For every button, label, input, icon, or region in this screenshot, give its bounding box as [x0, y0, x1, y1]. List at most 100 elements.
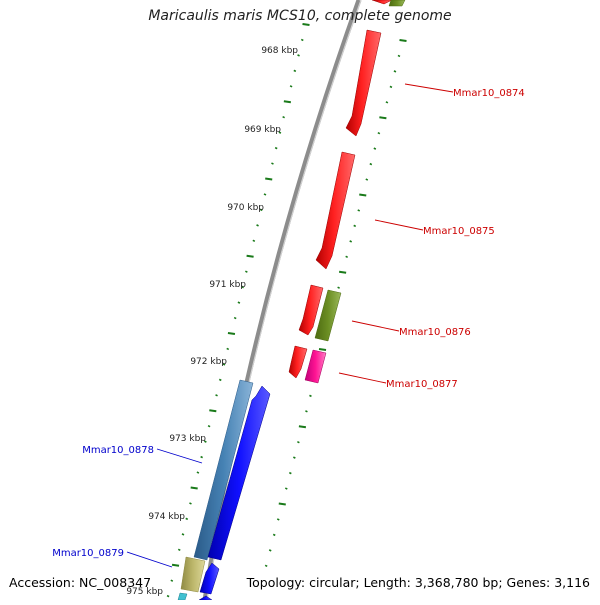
minor-tick: [166, 594, 170, 598]
olive-feature-top-partial[interactable]: [388, 0, 406, 7]
gene-label-mmar10-0876[interactable]: Mmar10_0876: [399, 327, 471, 338]
gene-feature-mmar10-0874[interactable]: [345, 29, 382, 137]
reverse-strand-features: [177, 379, 271, 601]
minor-tick: [271, 162, 274, 165]
ruler-tick-label: 973 kbp: [169, 434, 206, 444]
gene-leader-lines: [126, 83, 454, 568]
minor-tick: [215, 394, 218, 397]
minor-tick: [196, 471, 200, 474]
gene-feature-mmar10-0879[interactable]: [199, 562, 220, 595]
gene-label-mmar10-0879[interactable]: Mmar10_0879: [52, 548, 124, 559]
minor-tick: [389, 85, 393, 89]
minor-tick: [189, 502, 192, 505]
gene-feature-bottom-partial[interactable]: [198, 595, 213, 601]
minor-tick: [397, 54, 401, 58]
major-tick: [359, 193, 367, 197]
minor-tick: [252, 239, 256, 243]
minor-tick: [309, 394, 312, 398]
minor-tick: [365, 178, 369, 181]
minor-tick: [200, 455, 203, 459]
major-tick: [318, 348, 327, 351]
ruler-tick-label: 972 kbp: [190, 357, 227, 367]
minor-tick: [177, 548, 181, 552]
minor-tick: [345, 255, 349, 259]
ruler-tick-label: 971 kbp: [209, 280, 246, 290]
major-tick: [209, 409, 217, 413]
minor-tick: [185, 517, 189, 521]
track-minor-ticks: [264, 39, 407, 568]
minor-tick: [349, 240, 353, 243]
minor-tick: [305, 410, 308, 413]
minor-tick: [289, 85, 293, 88]
minor-tick: [369, 162, 373, 166]
minor-tick: [274, 146, 278, 150]
minor-tick: [284, 487, 288, 490]
gene-feature-top-partial[interactable]: [371, 0, 393, 5]
gene-feature-mmar10-0877[interactable]: [288, 345, 308, 379]
minor-tick: [222, 363, 226, 366]
forward-strand-features: [288, 0, 406, 384]
major-tick: [278, 502, 286, 506]
steel-feature[interactable]: [193, 379, 254, 561]
gene-feature-mmar10-0878[interactable]: [207, 385, 271, 561]
minor-tick: [292, 456, 296, 459]
major-tick: [283, 100, 292, 104]
cyan-feature-bottom-partial[interactable]: [177, 592, 188, 601]
minor-tick: [256, 224, 259, 227]
major-tick: [171, 563, 180, 567]
major-tick: [399, 39, 407, 42]
magenta-feature[interactable]: [304, 349, 327, 384]
map-title: Maricaulis maris MCS10, complete genome: [148, 8, 452, 24]
minor-tick: [297, 54, 300, 57]
ruler-tick-label: 975 kbp: [126, 587, 163, 597]
leader-line-mmar10-0876: [351, 320, 400, 332]
minor-tick: [297, 440, 300, 444]
ruler-tick-label: 974 kbp: [148, 512, 185, 522]
leader-line-mmar10-0879: [126, 551, 173, 568]
ruler-tick-label: 970 kbp: [227, 203, 264, 213]
minor-tick: [181, 533, 185, 536]
leader-line-mmar10-0878: [156, 448, 203, 464]
minor-tick: [237, 301, 241, 304]
major-tick: [190, 486, 198, 490]
ruler-minor-ticks: [166, 23, 310, 598]
major-tick: [246, 254, 254, 258]
minor-tick: [357, 209, 361, 212]
leader-line-mmar10-0875: [374, 219, 424, 231]
major-tick: [338, 270, 347, 274]
minor-tick: [233, 316, 237, 320]
minor-tick: [272, 533, 276, 537]
minor-tick: [264, 564, 268, 568]
minor-tick: [300, 38, 304, 42]
minor-tick: [241, 285, 244, 289]
minor-tick: [207, 424, 211, 428]
leader-line-mmar10-0874: [404, 83, 454, 93]
gene-labels: Mmar10_0874 Mmar10_0875 Mmar10_0876 Mmar…: [52, 88, 525, 559]
minor-tick: [293, 69, 297, 73]
minor-tick: [268, 549, 272, 552]
gene-feature-mmar10-0876[interactable]: [298, 284, 324, 336]
major-tick: [379, 116, 387, 120]
minor-tick: [263, 193, 267, 196]
gene-label-mmar10-0878[interactable]: Mmar10_0878: [82, 445, 154, 456]
minor-tick: [393, 70, 397, 73]
gene-feature-mmar10-0875[interactable]: [315, 151, 356, 270]
gene-label-mmar10-0877[interactable]: Mmar10_0877: [386, 379, 458, 390]
major-tick: [298, 425, 307, 429]
minor-tick: [385, 101, 389, 104]
ruler-labels: 968 kbp 969 kbp 970 kbp 971 kbp 972 kbp …: [126, 46, 298, 597]
ruler-tick-label: 969 kbp: [244, 125, 281, 135]
minor-tick: [278, 131, 282, 134]
gene-label-mmar10-0875[interactable]: Mmar10_0875: [423, 226, 495, 237]
minor-tick: [170, 579, 174, 582]
olive-feature[interactable]: [314, 289, 342, 342]
gene-label-mmar10-0874[interactable]: Mmar10_0874: [453, 88, 525, 99]
minor-tick: [353, 224, 357, 228]
ruler-tick-label: 968 kbp: [261, 46, 298, 56]
accession-text: Accession: NC_008347: [9, 575, 152, 590]
leader-line-mmar10-0877: [338, 372, 387, 384]
khaki-feature[interactable]: [180, 556, 206, 593]
minor-tick: [259, 208, 263, 212]
